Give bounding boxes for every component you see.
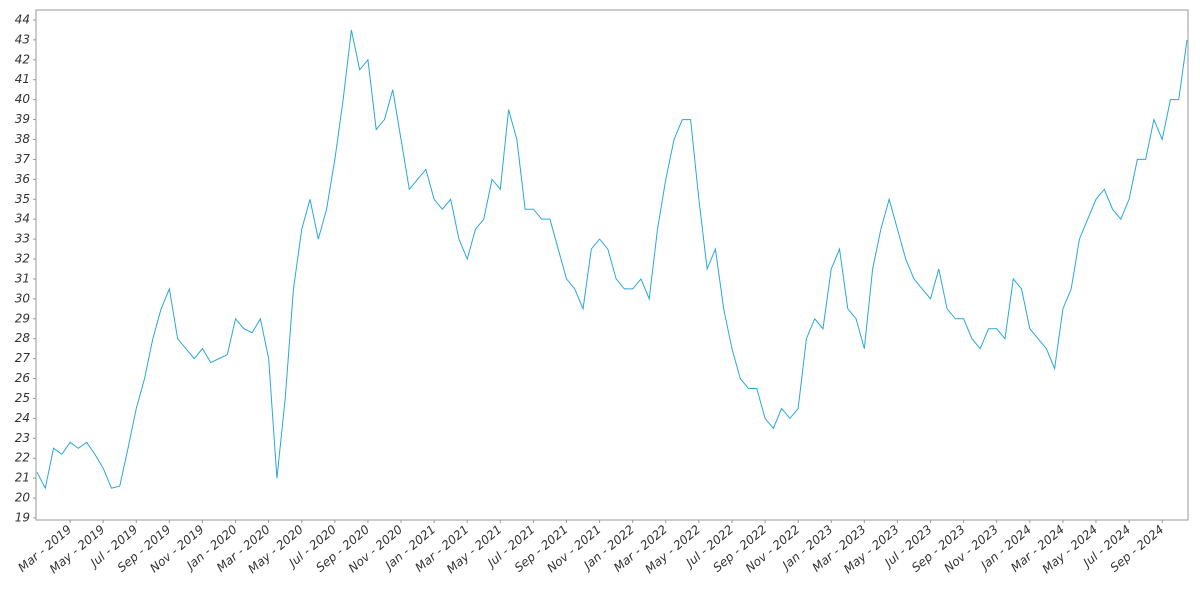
y-tick-label: 36 — [15, 172, 31, 186]
y-tick-label: 19 — [15, 511, 30, 525]
y-tick-label: 40 — [15, 92, 31, 106]
y-tick-label: 29 — [15, 311, 30, 325]
y-tick-label: 39 — [15, 112, 30, 126]
price-line — [36, 29, 1188, 490]
y-tick-label: 31 — [15, 271, 30, 285]
y-tick-label: 26 — [15, 371, 31, 385]
y-tick-label: 37 — [15, 152, 31, 166]
y-tick-label: 23 — [15, 431, 30, 445]
y-tick-label: 41 — [15, 72, 30, 86]
y-tick-label: 44 — [15, 12, 30, 26]
y-tick-label: 22 — [15, 451, 30, 465]
y-tick-label: 34 — [15, 212, 30, 226]
y-tick-label: 32 — [15, 252, 30, 266]
y-tick-label: 21 — [15, 471, 30, 485]
y-tick-label: 38 — [15, 132, 31, 146]
y-tick-label: 33 — [15, 232, 30, 246]
y-tick-label: 20 — [15, 491, 31, 505]
y-tick-label: 25 — [15, 391, 30, 405]
y-tick-label: 27 — [15, 351, 31, 365]
y-tick-label: 28 — [15, 331, 31, 345]
plot-frame — [35, 9, 1189, 521]
y-tick-label: 30 — [15, 291, 31, 305]
y-tick-label: 43 — [15, 32, 30, 46]
y-tick-label: 42 — [15, 52, 30, 66]
y-tick-label: 35 — [15, 192, 30, 206]
y-tick-label: 24 — [15, 411, 30, 425]
